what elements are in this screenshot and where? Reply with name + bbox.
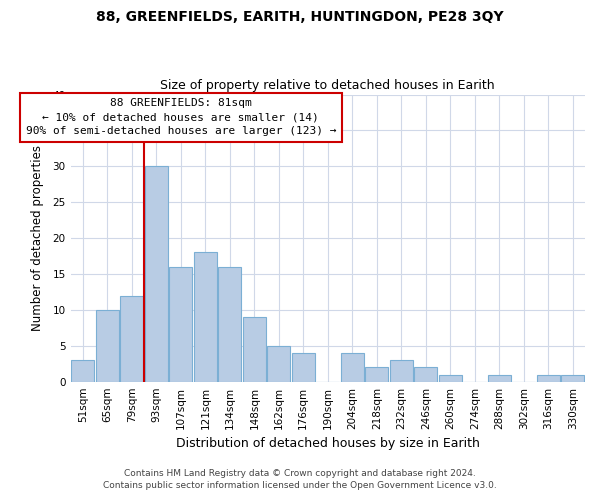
Bar [96, 310, 119, 382]
Bar [341, 353, 364, 382]
Bar [414, 368, 437, 382]
Bar [536, 374, 560, 382]
Bar [218, 267, 241, 382]
Bar [488, 374, 511, 382]
Bar [242, 317, 266, 382]
Bar [71, 360, 94, 382]
Bar [292, 353, 315, 382]
Title: Size of property relative to detached houses in Earith: Size of property relative to detached ho… [160, 79, 495, 92]
Text: Contains HM Land Registry data © Crown copyright and database right 2024.
Contai: Contains HM Land Registry data © Crown c… [103, 468, 497, 490]
Bar [561, 374, 584, 382]
Bar [145, 166, 168, 382]
Text: 88 GREENFIELDS: 81sqm
← 10% of detached houses are smaller (14)
90% of semi-deta: 88 GREENFIELDS: 81sqm ← 10% of detached … [26, 98, 336, 136]
Bar [120, 296, 143, 382]
Y-axis label: Number of detached properties: Number of detached properties [31, 145, 44, 331]
Bar [365, 368, 388, 382]
Bar [169, 267, 193, 382]
Bar [389, 360, 413, 382]
Bar [439, 374, 462, 382]
Bar [194, 252, 217, 382]
X-axis label: Distribution of detached houses by size in Earith: Distribution of detached houses by size … [176, 437, 480, 450]
Text: 88, GREENFIELDS, EARITH, HUNTINGDON, PE28 3QY: 88, GREENFIELDS, EARITH, HUNTINGDON, PE2… [96, 10, 504, 24]
Bar [267, 346, 290, 382]
